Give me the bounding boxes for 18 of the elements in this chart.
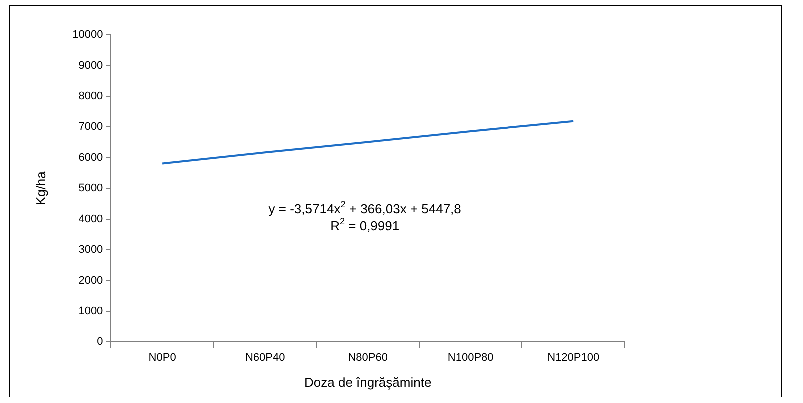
y-tick-label: 4000: [78, 213, 104, 226]
y-tick-label: 0: [97, 336, 104, 348]
x-tick-label: N100P80: [448, 352, 494, 364]
y-tick-label: 9000: [78, 60, 104, 72]
y-tick-label: 7000: [78, 121, 104, 134]
y-tick-label: 3000: [78, 244, 104, 256]
x-tick-label: N0P0: [148, 352, 176, 364]
y-tick-label: 5000: [78, 182, 104, 195]
x-tick-label: N60P40: [245, 352, 286, 364]
y-axis-title: Kg/ha: [33, 170, 48, 206]
y-tick-label: 8000: [78, 90, 104, 102]
y-tick-label: 6000: [78, 152, 104, 164]
x-axis-title: Doza de îngrăşăminte: [304, 374, 432, 390]
y-tick-label: 10000: [72, 29, 104, 42]
y-tick-label: 2000: [78, 274, 104, 287]
x-tick-label: N80P60: [348, 352, 388, 364]
x-tick-label: N120P100: [548, 352, 600, 364]
y-tick-label: 1000: [78, 306, 104, 318]
